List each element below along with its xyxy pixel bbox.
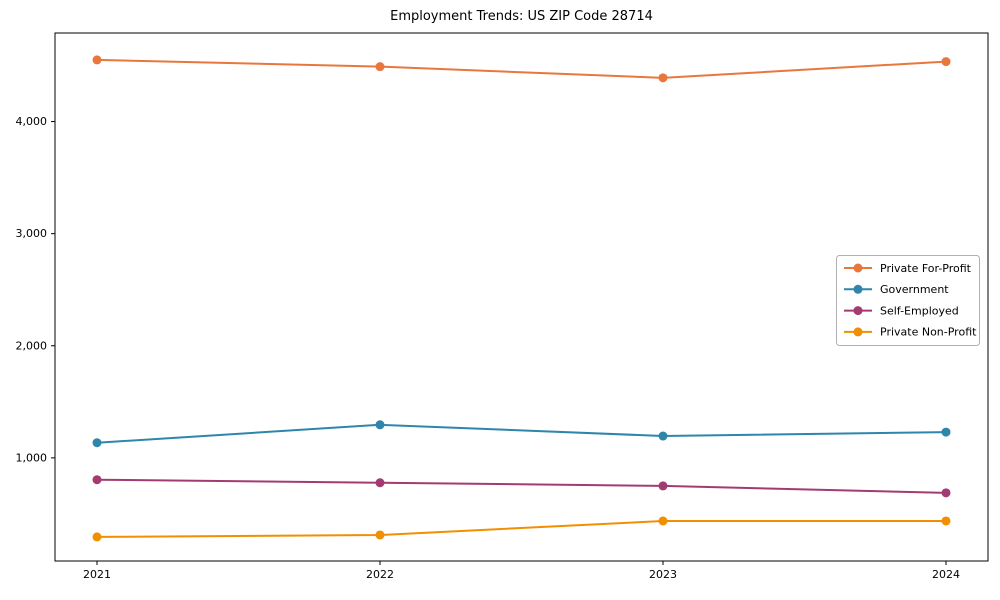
data-point-marker xyxy=(375,420,385,430)
legend-label: Private For-Profit xyxy=(880,262,972,275)
data-point-marker xyxy=(941,57,951,67)
data-point-marker xyxy=(658,73,668,83)
data-point-marker xyxy=(941,516,951,526)
legend-marker xyxy=(853,284,863,294)
x-tick-label: 2024 xyxy=(932,568,960,581)
legend-label: Self-Employed xyxy=(880,304,959,317)
legend-label: Private Non-Profit xyxy=(880,326,977,339)
legend-box xyxy=(836,255,980,346)
data-point-marker xyxy=(375,478,385,488)
y-tick-label: 4,000 xyxy=(16,115,48,128)
data-point-marker xyxy=(658,516,668,526)
legend-marker xyxy=(853,263,863,273)
data-point-marker xyxy=(92,532,102,542)
y-tick-label: 3,000 xyxy=(16,227,48,240)
data-point-marker xyxy=(941,488,951,498)
chart-title: Employment Trends: US ZIP Code 28714 xyxy=(390,9,653,24)
series-line xyxy=(96,519,947,538)
y-tick-label: 1,000 xyxy=(16,451,48,464)
series-line xyxy=(96,423,947,444)
x-tick-label: 2022 xyxy=(366,568,394,581)
data-point-marker xyxy=(92,438,102,448)
data-point-marker xyxy=(375,62,385,72)
series-line xyxy=(96,58,947,79)
data-point-marker xyxy=(375,530,385,540)
data-point-marker xyxy=(658,431,668,441)
legend-marker xyxy=(853,327,863,337)
data-point-marker xyxy=(92,55,102,65)
x-tick-label: 2021 xyxy=(83,568,111,581)
plot-area xyxy=(54,32,989,562)
series-line xyxy=(96,478,947,494)
data-point-marker xyxy=(92,475,102,485)
y-tick-label: 2,000 xyxy=(16,339,48,352)
x-tick-label: 2023 xyxy=(649,568,677,581)
data-point-marker xyxy=(658,481,668,491)
data-point-marker xyxy=(941,427,951,437)
legend-label: Government xyxy=(880,283,949,296)
legend-marker xyxy=(853,306,863,316)
